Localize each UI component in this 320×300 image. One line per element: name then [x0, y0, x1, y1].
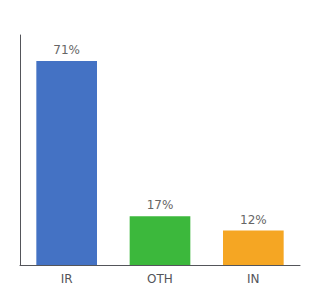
svg-text:17%: 17% — [147, 198, 174, 212]
svg-text:IR: IR — [61, 272, 73, 286]
svg-text:IN: IN — [247, 272, 260, 286]
svg-text:71%: 71% — [53, 43, 80, 57]
svg-text:OTH: OTH — [147, 272, 173, 286]
svg-text:12%: 12% — [240, 213, 267, 227]
